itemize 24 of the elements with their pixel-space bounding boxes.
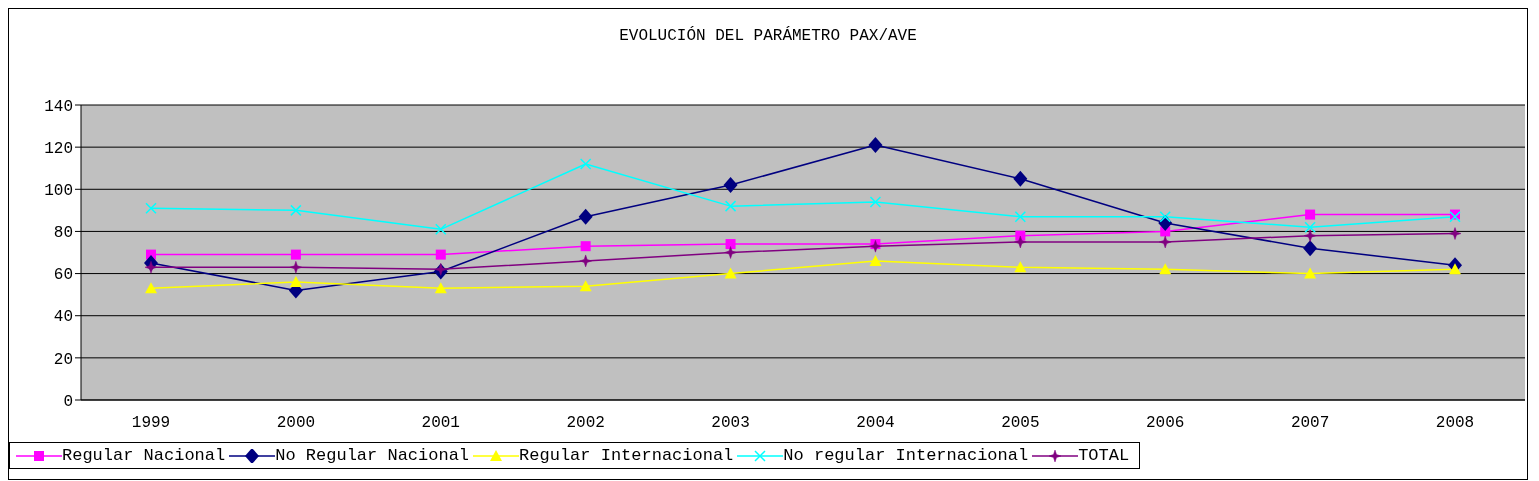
y-tick-label: 140 [44,97,73,116]
y-tick-label: 120 [44,139,73,158]
x-tick-label: 2007 [1290,414,1330,433]
y-tick-label: 80 [53,224,73,243]
x-tick-label: 2000 [276,414,316,433]
chart-title: EVOLUCIÓN DEL PARÁMETRO PAX/AVE [618,25,918,47]
y-tick-label: 40 [53,308,73,327]
x-tick-label: 1999 [131,414,171,433]
x-tick-label: 2004 [856,414,895,433]
legend-label: Regular Internacional [519,446,734,465]
y-tick-label: 0 [63,392,73,411]
x-tick-label: 2001 [421,414,460,433]
x-tick-label: 2008 [1435,414,1475,433]
legend-label: No Regular Nacional [275,446,470,465]
x-tick-label: 2003 [711,414,750,433]
legend-label: TOTAL [1078,446,1130,465]
x-tick-label: 2005 [1001,414,1040,433]
y-tick-label: 20 [53,350,73,369]
legend-label: No regular Internacional [783,446,1029,465]
x-tick-label: 2006 [1146,414,1185,433]
x-tick-label: 2002 [566,414,605,433]
y-tick-label: 100 [44,181,73,200]
y-tick-label: 60 [53,266,73,285]
legend-label: Regular Nacional [62,446,226,465]
